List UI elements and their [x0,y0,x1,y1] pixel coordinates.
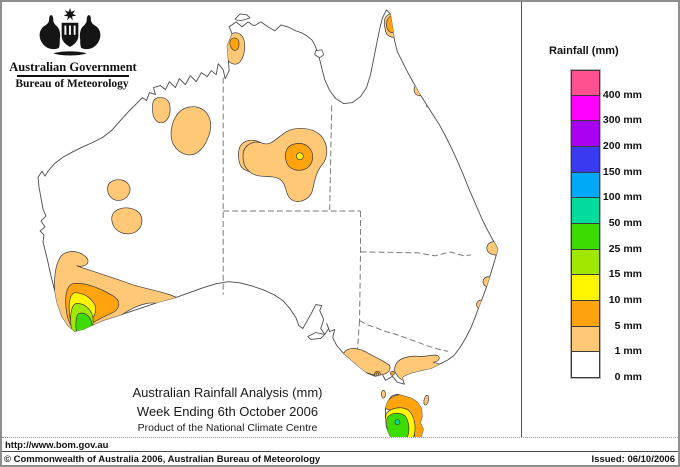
footer-divider-dotted [2,437,678,438]
rainfall-contour-5mm [386,15,398,33]
groote-eylandt [314,49,325,59]
rainfall-contour-1mm [107,179,131,201]
rainfall-contour-50mm [394,419,401,425]
legend-labels: 400 mm 300 mm 200 mm 150 mm 100 mm 50 mm 25 mm… [598,69,642,383]
legend-swatch [571,300,600,327]
rainfall-contour-1mm [486,241,498,256]
melville-island [234,13,251,22]
scroll [53,51,87,56]
kangaroo-silhouette [39,15,61,50]
legend-label: 200 mm [602,140,642,152]
header-divider [17,75,129,77]
rainfall-contour-5mm [229,37,240,51]
rainfall-contour-1mm [476,299,486,310]
legend-swatch [571,351,600,378]
rainfall-contour-10mm [295,152,304,161]
rainfall-contours-tasmania [385,394,424,437]
legend-swatch [571,171,600,199]
king-island [381,389,386,399]
government-name: Australian Government [9,60,137,74]
legend-label: 0 mm [614,371,642,383]
map-title-block: Australian Rainfall Analysis (mm) Week E… [95,385,360,434]
rainfall-contours-mainland [54,13,498,383]
bureau-name: Bureau of Meteorology [15,78,129,90]
legend-label: 100 mm [602,191,642,204]
coat-of-arms-icon [39,7,101,56]
legend-color-bar [570,69,601,379]
australia-rainfall-map [37,9,499,437]
rainfall-contour-1mm [111,207,143,235]
issued-date: Issued: 06/10/2006 [591,454,675,465]
bom-url-text: http://www.bom.gov.au [5,440,109,451]
kangaroo-island [307,332,326,340]
rainfall-contour-5mm [405,377,411,383]
legend-swatch [571,120,600,147]
legend-title: Rainfall (mm) [549,45,619,57]
map-subtitle-product: Product of the National Climate Centre [137,422,318,434]
legend-swatch [571,325,600,353]
sa-vic-border [357,320,361,350]
rainfall-contour-1mm [494,226,498,236]
legend-label: 5 mm [614,319,642,332]
legend-label: 1 mm [614,345,642,358]
legend-label: 50 mm [608,217,642,229]
legend-swatch [571,146,600,173]
emu-silhouette [79,15,101,50]
map-title: Australian Rainfall Analysis (mm) [132,385,323,400]
legend-label: 300 mm [602,114,642,127]
map-subtitle-week: Week Ending 6th October 2006 [136,404,319,419]
map-legend-divider [521,2,522,437]
rainfall-contour-5mm [390,370,395,376]
legend-swatch [571,94,600,122]
nsw-vic-border [359,320,449,352]
commonwealth-star [63,7,77,21]
state-borders [222,77,472,352]
rainfall-contour-1mm [170,106,212,156]
legend-swatch [571,223,600,250]
legend-label: 150 mm [602,165,642,178]
legend-label: 25 mm [608,242,642,255]
footer-divider-solid [2,451,678,452]
legend-swatch [571,70,600,96]
copyright-text: © Commonwealth of Australia 2006, Austra… [4,454,321,465]
legend-label: 400 mm [602,88,642,101]
legend-swatch [571,248,600,276]
legend-label: 15 mm [608,268,642,281]
legend-swatch [571,197,600,224]
qld-nsw-border [360,251,472,257]
flinders-island [423,394,429,406]
rainfall-contour-1mm [413,82,428,97]
rainfall-contour-1mm [152,97,171,124]
rainfall-contour-25mm [386,412,410,437]
rainfall-contour-10mm [375,372,380,376]
rainfall-contour-1mm [482,276,494,288]
legend-label: 10 mm [608,294,642,306]
legend-swatch [571,274,600,301]
